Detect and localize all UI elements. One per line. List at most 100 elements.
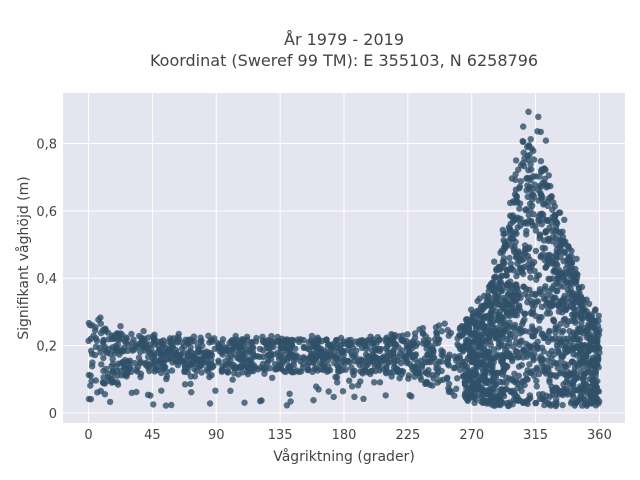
data-point: [534, 128, 541, 135]
data-point: [300, 344, 308, 352]
data-point: [147, 392, 154, 399]
data-point: [158, 369, 165, 377]
data-point: [493, 351, 501, 358]
data-point: [566, 381, 574, 388]
data-point: [411, 330, 419, 337]
data-point: [382, 370, 390, 377]
data-point: [376, 367, 383, 374]
data-point: [544, 260, 551, 268]
data-point: [135, 354, 143, 361]
data-point: [471, 337, 479, 344]
data-point: [454, 375, 461, 382]
data-point: [495, 392, 503, 399]
data-point: [172, 346, 180, 354]
data-point: [456, 366, 464, 374]
data-point: [250, 351, 257, 358]
data-point: [556, 248, 563, 256]
data-point: [134, 341, 142, 348]
data-point: [532, 247, 540, 255]
data-point: [518, 337, 525, 344]
data-point: [411, 334, 419, 341]
data-point: [536, 173, 543, 180]
data-point: [552, 325, 559, 333]
data-point: [451, 353, 458, 360]
data-point: [487, 281, 495, 288]
data-point: [496, 326, 503, 334]
data-point: [581, 400, 589, 408]
data-point: [418, 364, 426, 371]
data-point: [429, 350, 437, 357]
data-point: [534, 186, 542, 193]
data-point: [256, 353, 263, 360]
data-point: [564, 335, 571, 342]
chart-title-line-2: Koordinat (Sweref 99 TM): E 355103, N 62…: [150, 51, 538, 70]
data-point: [563, 321, 570, 328]
data-point: [370, 339, 377, 346]
x-tick-label: 270: [459, 428, 484, 443]
data-point: [168, 367, 176, 374]
data-point: [470, 312, 477, 320]
data-point: [569, 346, 576, 354]
data-point: [464, 355, 472, 362]
data-point: [224, 369, 231, 376]
data-point: [286, 390, 293, 397]
data-point: [526, 361, 533, 368]
data-point: [544, 198, 552, 205]
data-point: [514, 306, 522, 313]
data-point: [516, 205, 523, 212]
data-point: [529, 261, 536, 268]
chart-title-line-1: År 1979 - 2019: [284, 30, 404, 49]
data-point: [510, 343, 517, 350]
data-point: [261, 370, 268, 377]
data-point: [558, 329, 565, 336]
data-point: [551, 203, 558, 210]
data-point: [577, 294, 584, 301]
data-point: [418, 376, 425, 383]
data-point: [221, 344, 229, 351]
data-point: [564, 294, 572, 302]
data-point: [257, 397, 264, 405]
x-tick-label: 225: [395, 428, 420, 443]
data-point: [120, 344, 128, 351]
data-point: [87, 382, 94, 389]
data-point: [371, 379, 378, 386]
data-point: [530, 356, 537, 364]
data-point: [552, 294, 559, 301]
data-point: [432, 324, 440, 331]
data-point: [334, 345, 341, 352]
y-tick-labels: 0 0,2 0,4 0,6 0,8: [36, 138, 57, 422]
data-point: [248, 364, 255, 371]
data-point: [525, 211, 532, 219]
data-point: [496, 275, 503, 282]
data-point: [254, 366, 262, 373]
y-tick-label: 0,4: [36, 272, 57, 287]
data-point: [137, 359, 144, 367]
data-point: [538, 221, 545, 228]
data-point: [158, 351, 165, 358]
data-point: [531, 181, 538, 188]
data-point: [556, 391, 563, 398]
data-point: [187, 373, 195, 380]
data-point: [285, 362, 292, 370]
data-point: [544, 217, 552, 224]
data-point: [530, 156, 538, 163]
data-point: [330, 393, 337, 401]
data-point: [123, 373, 130, 380]
data-point: [526, 151, 533, 159]
data-point: [551, 211, 558, 219]
data-point: [539, 357, 546, 364]
data-point: [171, 352, 178, 359]
data-point: [478, 302, 486, 310]
data-point: [339, 388, 347, 395]
data-point: [185, 340, 192, 347]
data-point: [321, 360, 328, 367]
data-point: [527, 136, 534, 143]
data-point: [314, 367, 321, 374]
data-point: [546, 224, 553, 231]
data-point: [496, 266, 504, 273]
data-point: [281, 351, 288, 359]
y-tick-label: 0: [49, 407, 57, 422]
data-point: [235, 364, 242, 371]
data-point: [87, 396, 95, 403]
data-point: [594, 344, 602, 351]
